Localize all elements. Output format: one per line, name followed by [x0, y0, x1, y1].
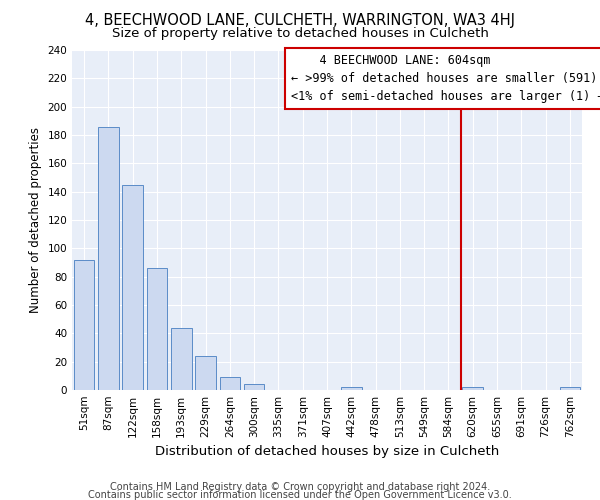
Bar [98, 126, 119, 390]
Bar [195, 356, 216, 390]
Bar [560, 387, 580, 390]
Text: Contains HM Land Registry data © Crown copyright and database right 2024.: Contains HM Land Registry data © Crown c… [110, 482, 490, 492]
Bar [146, 268, 167, 390]
Text: 4 BEECHWOOD LANE: 604sqm
← >99% of detached houses are smaller (591)
<1% of semi: 4 BEECHWOOD LANE: 604sqm ← >99% of detac… [290, 54, 600, 104]
Y-axis label: Number of detached properties: Number of detached properties [29, 127, 42, 313]
Bar [74, 260, 94, 390]
X-axis label: Distribution of detached houses by size in Culcheth: Distribution of detached houses by size … [155, 446, 499, 458]
Bar [463, 387, 483, 390]
Bar [220, 378, 240, 390]
Text: 4, BEECHWOOD LANE, CULCHETH, WARRINGTON, WA3 4HJ: 4, BEECHWOOD LANE, CULCHETH, WARRINGTON,… [85, 12, 515, 28]
Bar [171, 328, 191, 390]
Bar [122, 184, 143, 390]
Bar [341, 387, 362, 390]
Text: Size of property relative to detached houses in Culcheth: Size of property relative to detached ho… [112, 28, 488, 40]
Text: Contains public sector information licensed under the Open Government Licence v3: Contains public sector information licen… [88, 490, 512, 500]
Bar [244, 384, 265, 390]
